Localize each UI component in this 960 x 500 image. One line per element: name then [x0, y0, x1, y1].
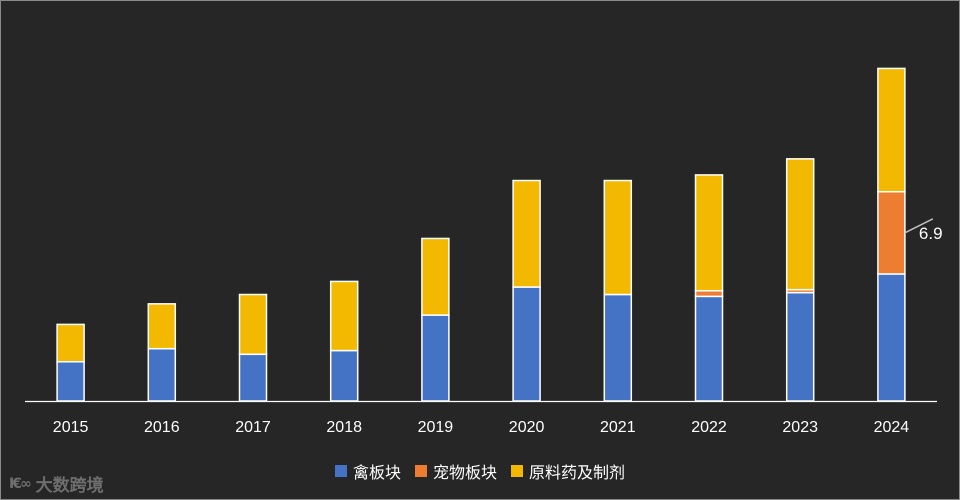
- x-tick-label-2016: 2016: [144, 419, 180, 436]
- bar-2021-series-0: [603, 293, 633, 402]
- bar-2021-series-2: [603, 179, 633, 296]
- watermark: I€∞ 大数跨境: [9, 471, 104, 497]
- x-tick-label-2018: 2018: [326, 419, 362, 436]
- legend-swatch-api: [511, 465, 523, 477]
- legend-item-poultry: 禽板块: [334, 459, 401, 483]
- bar-2016-series-2: [147, 303, 177, 350]
- data-label-0: 6.9: [919, 224, 943, 243]
- bar-2020-series-2: [512, 179, 541, 288]
- x-tick-label-2015: 2015: [53, 419, 89, 436]
- bar-2015-series-0: [56, 361, 85, 402]
- x-tick-label-2017: 2017: [235, 419, 271, 436]
- watermark-text: 大数跨境: [35, 476, 104, 496]
- data-label-leader-0: [904, 218, 934, 234]
- bar-2022-series-2: [694, 174, 724, 292]
- x-tick-label-2023: 2023: [782, 419, 818, 436]
- watermark-logo: I€∞: [9, 475, 32, 492]
- x-tick-label-2021: 2021: [600, 419, 636, 436]
- bar-2020-series-0: [512, 286, 541, 402]
- x-tick-label-2024: 2024: [874, 419, 910, 436]
- bar-2017-series-0: [238, 353, 268, 402]
- bar-2024-series-2: [877, 67, 906, 193]
- bar-2018-series-0: [329, 349, 359, 402]
- legend-item-pet: 宠物板块: [414, 459, 497, 483]
- x-tick-label-2019: 2019: [418, 419, 454, 436]
- bar-2022-series-1: [694, 290, 724, 298]
- legend-label-poultry: 禽板块: [352, 463, 401, 482]
- legend: 禽板块 宠物板块 原料药及制剂: [1, 459, 959, 483]
- bar-2016-series-0: [147, 347, 177, 402]
- bar-2023-series-2: [785, 158, 815, 291]
- legend-label-api: 原料药及制剂: [529, 463, 626, 482]
- legend-swatch-pet: [414, 465, 427, 477]
- bar-2019-series-2: [421, 237, 450, 316]
- legend-label-pet: 宠物板块: [432, 463, 497, 482]
- bar-2024-series-0: [877, 273, 906, 402]
- bar-2017-series-2: [238, 293, 268, 356]
- bar-2015-series-2: [56, 323, 85, 363]
- bar-2019-series-0: [421, 314, 450, 402]
- x-tick-label-2020: 2020: [509, 419, 545, 436]
- bar-2024-series-1: [877, 190, 906, 275]
- x-tick-label-2022: 2022: [691, 419, 727, 436]
- legend-item-api: 原料药及制剂: [511, 459, 625, 483]
- legend-swatch-poultry: [334, 465, 347, 477]
- bar-2023-series-0: [785, 291, 815, 402]
- bar-2018-series-2: [329, 280, 359, 352]
- bar-2022-series-0: [694, 295, 724, 402]
